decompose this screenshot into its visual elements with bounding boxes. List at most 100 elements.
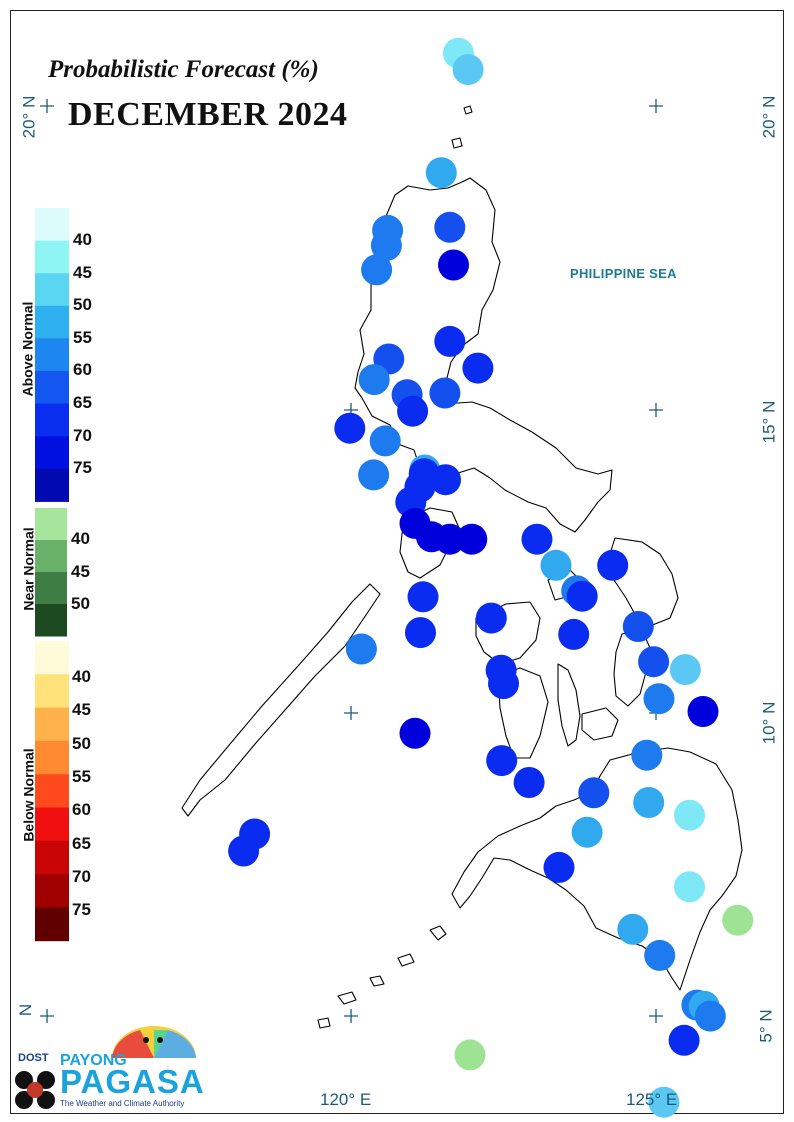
legend-below-label: 50: [72, 733, 91, 753]
legend-above-label: 65: [73, 393, 92, 412]
station-marker: [597, 549, 629, 581]
station-marker: [631, 739, 663, 771]
map-frame: [10, 10, 784, 1114]
lon-label-125: 125° E: [626, 1090, 678, 1109]
legend-near-swatch: [35, 572, 67, 605]
legend-above-swatch: [35, 403, 69, 437]
station-marker: [722, 904, 754, 936]
legend-above-label: 45: [73, 262, 92, 282]
lat-label-5-left: N: [16, 1003, 36, 1017]
legend-above-swatch: [35, 208, 69, 242]
legend-above-label: 50: [73, 295, 92, 315]
lon-label-120: 120° E: [320, 1090, 372, 1109]
dost-emblem: [15, 1071, 55, 1109]
lat-label-10-right: 10° N: [759, 701, 779, 745]
legend-near-label: 45: [71, 561, 90, 581]
station-marker: [452, 54, 484, 86]
legend-below-swatch: [35, 740, 69, 775]
legend-below-label: 45: [72, 700, 91, 720]
legend-below-label: 40: [72, 667, 91, 686]
station-marker: [674, 871, 705, 903]
legend-below-normal-scale: [35, 641, 69, 942]
legend-below-swatch: [35, 840, 69, 875]
legend-below-title: Below Normal: [20, 748, 37, 842]
station-marker: [622, 611, 654, 642]
legend-near-label: 50: [71, 594, 90, 613]
station-marker: [358, 364, 390, 396]
philippines-outline: [181, 105, 743, 1029]
station-marker: [407, 581, 439, 613]
station-marker: [638, 646, 670, 678]
station-marker: [571, 816, 603, 848]
station-marker: [540, 549, 572, 581]
legend-below-swatch: [35, 774, 69, 808]
station-marker: [694, 1000, 726, 1032]
pagasa-umbrella-logo: [112, 1026, 196, 1058]
legend-below-label: 70: [72, 866, 91, 886]
lat-label-20-left: 20° N: [19, 95, 39, 139]
logo-pagasa-text: PAGASA: [60, 1063, 205, 1100]
logo-tagline: The Weather and Climate Authority: [60, 1099, 185, 1108]
station-marker: [399, 717, 431, 749]
map-title: Probabilistic Forecast (%): [48, 56, 319, 83]
legend-above-swatch: [35, 371, 69, 405]
station-marker: [454, 1039, 486, 1071]
station-marker: [674, 799, 705, 831]
station-marker: [521, 523, 553, 555]
station-marker: [434, 523, 466, 555]
station-marker: [334, 412, 366, 444]
lat-label-20-right: 20° N: [759, 95, 779, 139]
station-marker: [430, 464, 461, 496]
legend-near-swatch: [35, 508, 67, 541]
station-marker: [361, 254, 393, 286]
legend-above-label: 75: [73, 458, 92, 478]
station-marker: [475, 602, 507, 634]
logo-dost-text: DOST: [18, 1052, 49, 1064]
legend-above-label: 40: [73, 230, 92, 249]
station-marker: [358, 459, 390, 491]
lat-label-15-right: 15° N: [759, 400, 779, 444]
legend-above-swatch: [35, 305, 69, 339]
legend-below-label: 75: [72, 900, 91, 920]
station-marker: [633, 787, 665, 818]
legend-below-swatch: [35, 807, 69, 842]
station-marker: [648, 1086, 680, 1118]
legend-above-swatch: [35, 273, 69, 307]
station-marker: [643, 683, 675, 715]
station-marker: [669, 654, 701, 686]
lat-label-5-right: 5° N: [756, 1009, 776, 1043]
station-marker: [617, 913, 649, 945]
station-marker: [345, 633, 377, 665]
station-marker: [228, 835, 260, 867]
legend-below-swatch: [35, 641, 69, 675]
forecast-station-layer: [228, 37, 754, 1118]
legend-above-label: 70: [73, 425, 92, 445]
station-marker: [370, 230, 402, 261]
legend-below-swatch: [35, 707, 69, 742]
station-marker: [513, 767, 545, 798]
station-marker: [438, 249, 469, 281]
station-marker: [558, 618, 590, 650]
station-marker: [486, 745, 518, 777]
legend-below-swatch: [35, 874, 69, 908]
forecast-month: DECEMBER 2024: [68, 96, 348, 133]
station-marker: [462, 352, 494, 384]
legend-above-swatch: [35, 436, 69, 470]
station-marker: [369, 425, 401, 457]
legend-above-title: Above Normal: [19, 301, 36, 397]
legend-above-label: 55: [73, 327, 92, 347]
legend-below-label: 60: [72, 800, 91, 820]
station-marker: [687, 696, 719, 727]
legend-above-normal-scale: [35, 208, 69, 502]
sea-label: PHILIPPINE SEA: [570, 266, 677, 281]
legend-below-swatch: [35, 674, 69, 709]
legend-near-label: 40: [71, 529, 90, 548]
station-marker: [425, 157, 457, 189]
station-marker: [543, 851, 575, 883]
station-marker: [668, 1024, 700, 1056]
station-marker: [578, 777, 610, 809]
station-marker: [456, 523, 488, 555]
station-marker: [434, 211, 466, 243]
legend-above-swatch: [35, 338, 69, 372]
